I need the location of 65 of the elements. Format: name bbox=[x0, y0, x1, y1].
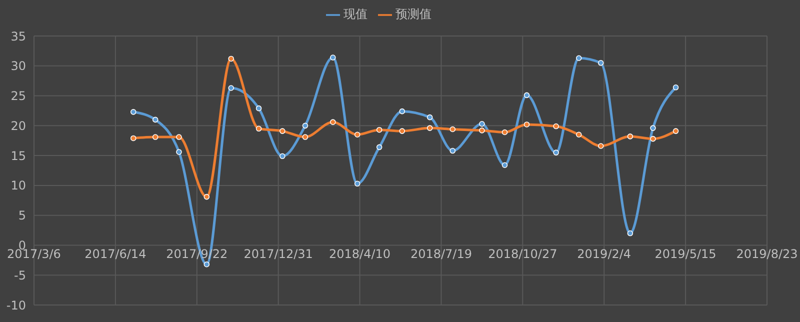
point bbox=[354, 132, 360, 138]
y-tick-label: -10 bbox=[6, 298, 26, 312]
point bbox=[426, 114, 433, 120]
x-tick-label: 2018/4/10 bbox=[329, 247, 391, 262]
point bbox=[524, 92, 530, 98]
point bbox=[330, 54, 336, 60]
x-tick-label: 2019/8/23 bbox=[736, 247, 798, 262]
x-tick-label: 2019/2/4 bbox=[577, 247, 632, 262]
x-tick-label: 2018/10/27 bbox=[488, 247, 558, 262]
point bbox=[479, 120, 485, 127]
point bbox=[553, 150, 559, 156]
point bbox=[576, 132, 582, 138]
y-tick-label: 10 bbox=[10, 178, 26, 193]
y-tick-label: 25 bbox=[10, 89, 26, 104]
point bbox=[576, 55, 582, 62]
point bbox=[672, 84, 679, 90]
point bbox=[399, 128, 406, 134]
point bbox=[280, 128, 286, 134]
point bbox=[450, 126, 456, 132]
point bbox=[650, 136, 656, 142]
y-tick-label: 15 bbox=[10, 148, 26, 163]
point bbox=[256, 126, 262, 132]
point bbox=[598, 143, 604, 149]
y-tick-label: 35 bbox=[10, 29, 26, 44]
point bbox=[553, 123, 559, 130]
y-tick-label: 30 bbox=[10, 59, 26, 74]
point bbox=[376, 126, 382, 133]
point bbox=[302, 122, 308, 129]
point bbox=[650, 125, 656, 131]
point bbox=[302, 134, 308, 140]
point bbox=[354, 180, 360, 187]
x-tick-label: 2017/6/14 bbox=[84, 247, 146, 262]
x-tick-label: 2018/7/19 bbox=[410, 247, 472, 262]
point bbox=[426, 125, 433, 131]
x-tick-label: 2019/5/15 bbox=[654, 247, 716, 262]
point bbox=[204, 194, 210, 200]
y-tick-label: -5 bbox=[14, 268, 26, 282]
point bbox=[228, 56, 234, 62]
point bbox=[152, 116, 158, 123]
point bbox=[627, 230, 634, 236]
legend-label: 预测值 bbox=[396, 7, 432, 21]
point bbox=[176, 149, 182, 155]
point bbox=[524, 122, 530, 128]
point bbox=[152, 134, 158, 140]
point bbox=[204, 261, 210, 268]
point bbox=[399, 108, 406, 114]
point bbox=[130, 109, 136, 115]
legend-label: 现值 bbox=[344, 7, 368, 21]
point bbox=[598, 60, 604, 66]
point bbox=[228, 85, 234, 91]
point bbox=[376, 144, 382, 150]
point bbox=[627, 134, 634, 140]
y-tick-label: 20 bbox=[10, 118, 26, 133]
point bbox=[280, 153, 286, 160]
point bbox=[450, 148, 456, 154]
x-tick-label: 2017/12/31 bbox=[244, 247, 313, 262]
point bbox=[502, 129, 508, 136]
y-tick-label: 5 bbox=[18, 208, 26, 223]
point bbox=[672, 128, 679, 134]
point bbox=[176, 134, 182, 140]
point bbox=[130, 135, 136, 142]
point bbox=[479, 128, 485, 134]
point bbox=[502, 162, 508, 168]
point bbox=[256, 105, 262, 112]
point bbox=[330, 119, 336, 125]
